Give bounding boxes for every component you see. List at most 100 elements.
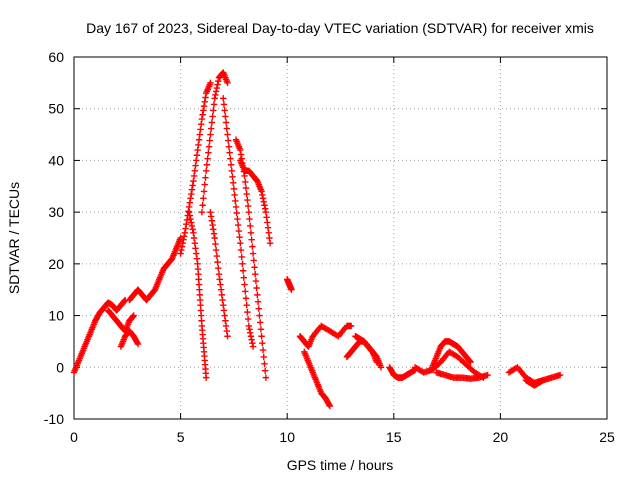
data-point	[134, 339, 141, 346]
x-tick-label: 0	[70, 429, 78, 445]
data-point	[325, 401, 333, 408]
data-point	[193, 152, 201, 159]
data-point	[236, 233, 243, 241]
data-point	[217, 286, 225, 293]
data-point	[192, 162, 199, 169]
data-point	[259, 346, 267, 354]
data-point	[244, 315, 252, 323]
data-point	[223, 125, 230, 132]
data-point	[259, 191, 266, 199]
data-point	[197, 126, 204, 133]
data-point	[260, 353, 267, 361]
data-point	[211, 95, 218, 102]
data-point	[237, 239, 244, 247]
data-point	[210, 230, 218, 237]
data-point	[200, 195, 207, 202]
x-tick-label: 15	[386, 429, 402, 445]
data-point	[187, 195, 194, 202]
data-point	[243, 302, 250, 309]
data-point	[254, 298, 262, 305]
data-point	[258, 188, 265, 195]
data-point	[244, 202, 252, 210]
data-point	[194, 146, 201, 154]
data-point	[134, 340, 142, 348]
data-point	[193, 255, 201, 262]
data-point	[232, 197, 239, 205]
data-point	[249, 250, 257, 257]
data-point	[189, 226, 196, 233]
data-point	[183, 221, 190, 228]
chart-title: Day 167 of 2023, Sidereal Day-to-day VTE…	[86, 20, 594, 36]
data-point	[247, 229, 255, 237]
data-point	[212, 91, 219, 99]
data-point	[222, 119, 230, 126]
data-point	[212, 88, 220, 95]
data-point	[178, 246, 185, 254]
data-point	[220, 302, 227, 309]
data-point	[259, 195, 267, 202]
data-point	[195, 141, 202, 149]
data-point	[200, 188, 208, 195]
series-tail-lower	[522, 377, 547, 389]
data-point	[193, 157, 200, 164]
data-point	[244, 196, 251, 204]
data-point	[207, 125, 215, 132]
data-point	[237, 151, 245, 158]
data-point	[213, 252, 221, 260]
data-point	[179, 239, 186, 247]
data-point	[234, 215, 241, 223]
data-point	[227, 161, 235, 168]
data-point	[539, 377, 547, 384]
data-point	[223, 327, 230, 335]
data-point	[326, 402, 334, 410]
data-point	[202, 94, 209, 101]
data-point	[200, 102, 208, 110]
data-point	[466, 358, 474, 365]
data-point	[210, 226, 217, 233]
data-point	[224, 79, 231, 87]
y-tick-label: -10	[44, 411, 64, 427]
data-point	[188, 219, 195, 226]
series-arc-14	[352, 333, 385, 371]
data-point	[188, 190, 195, 198]
data-point	[246, 326, 253, 333]
data-point	[217, 281, 224, 288]
data-point	[206, 137, 213, 144]
data-point	[244, 308, 251, 316]
data-point	[180, 236, 187, 243]
data-point	[180, 233, 188, 240]
data-point	[227, 155, 234, 162]
data-point	[181, 229, 189, 237]
data-point	[191, 167, 199, 174]
data-point	[239, 260, 246, 268]
series-descent-a	[185, 208, 210, 381]
data-point	[185, 208, 193, 216]
data-point	[246, 215, 253, 223]
data-point	[212, 246, 220, 254]
data-point	[187, 215, 194, 223]
data-point	[188, 222, 196, 230]
data-point	[188, 186, 196, 193]
data-point	[209, 113, 216, 120]
data-point	[263, 214, 270, 221]
data-point	[237, 246, 245, 254]
data-point	[248, 336, 255, 343]
series-early-dip	[104, 307, 137, 335]
data-point	[202, 174, 209, 181]
data-point	[215, 264, 222, 272]
data-point	[512, 364, 520, 372]
data-point	[207, 208, 214, 216]
data-point	[221, 312, 228, 319]
data-point	[265, 229, 272, 237]
data-point	[266, 239, 274, 247]
data-point	[196, 131, 203, 138]
data-point	[203, 161, 211, 168]
data-point	[220, 95, 227, 102]
data-point	[202, 167, 210, 174]
data-point	[200, 107, 207, 114]
data-point	[262, 374, 270, 381]
data-point	[242, 178, 249, 186]
data-point	[230, 185, 238, 193]
data-point	[232, 203, 240, 211]
